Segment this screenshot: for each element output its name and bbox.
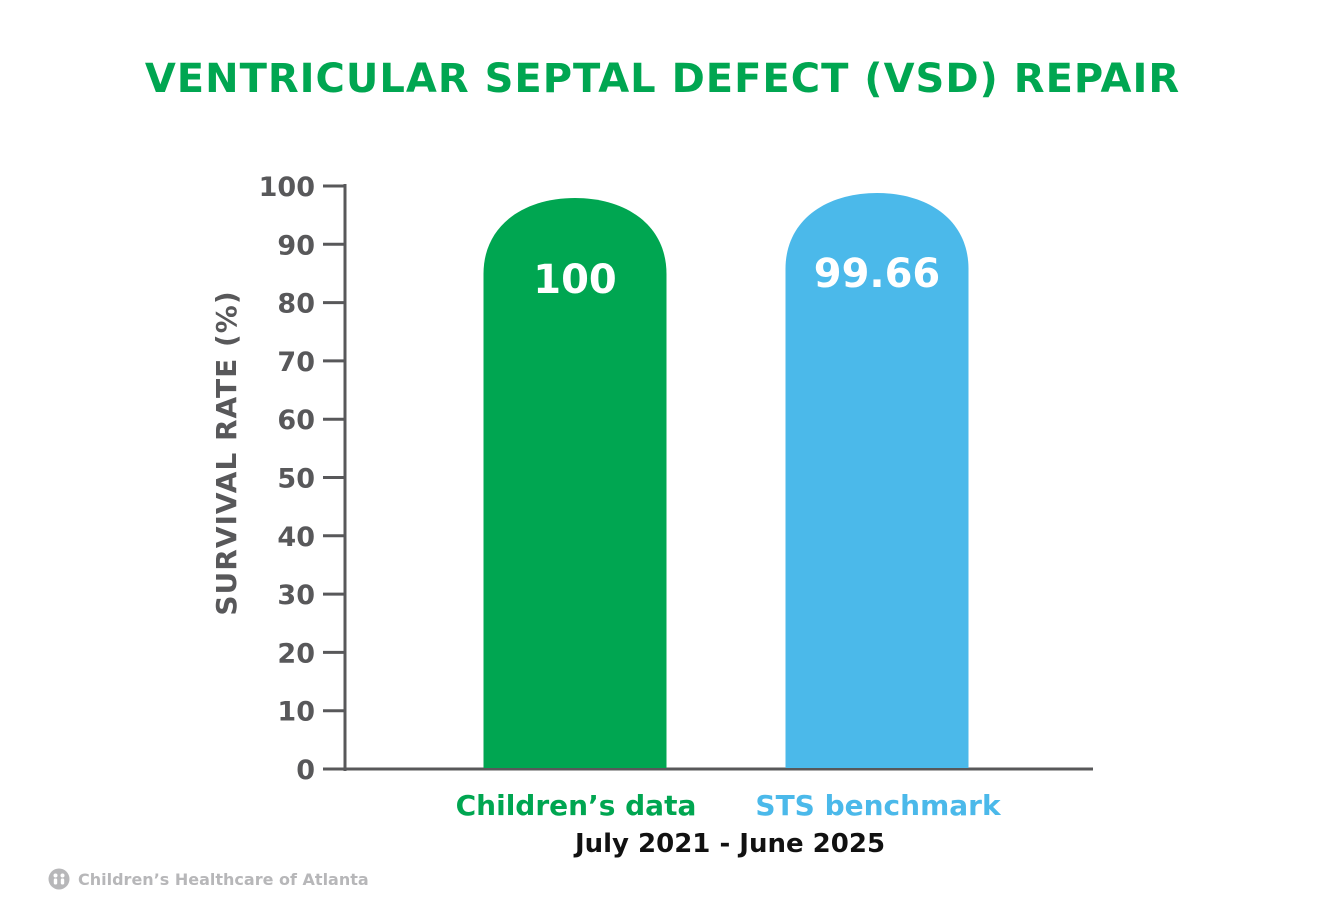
y-axis: 0 10 20 30 40 50 60 70 80 90 100: [259, 172, 1093, 786]
bar: [785, 192, 969, 769]
y-tick-label: 70: [277, 347, 315, 378]
category-labels: Children’s data STS benchmark: [456, 789, 1002, 822]
y-tick-label: 50: [277, 464, 315, 495]
bar-value-label: 99.66: [814, 251, 941, 297]
brand-footer: Children’s Healthcare of Atlanta: [48, 868, 369, 890]
y-tick-label: 0: [296, 755, 315, 786]
y-tick-label: 20: [277, 638, 315, 669]
bar: [483, 198, 667, 768]
y-axis-title: SURVIVAL RATE (%): [210, 290, 243, 615]
y-tick-label: 90: [277, 230, 315, 261]
y-tick-label: 10: [277, 697, 315, 728]
y-tick-label: 60: [277, 405, 315, 436]
childrens-healthcare-logo-icon: [48, 868, 70, 890]
y-tick-label: 100: [259, 172, 315, 203]
category-label: STS benchmark: [755, 789, 1002, 822]
x-axis-title: July 2021 - June 2025: [574, 829, 886, 859]
category-label: Children’s data: [456, 789, 697, 822]
chart-title: VENTRICULAR SEPTAL DEFECT (VSD) REPAIR: [144, 56, 1181, 102]
brand-name: Children’s Healthcare of Atlanta: [78, 869, 369, 889]
y-tick-label: 30: [277, 580, 315, 611]
y-tick-label: 80: [277, 289, 315, 320]
bar-value-label: 100: [533, 257, 617, 303]
y-tick-label: 40: [277, 522, 315, 553]
bars: 100 99.66: [483, 192, 969, 769]
